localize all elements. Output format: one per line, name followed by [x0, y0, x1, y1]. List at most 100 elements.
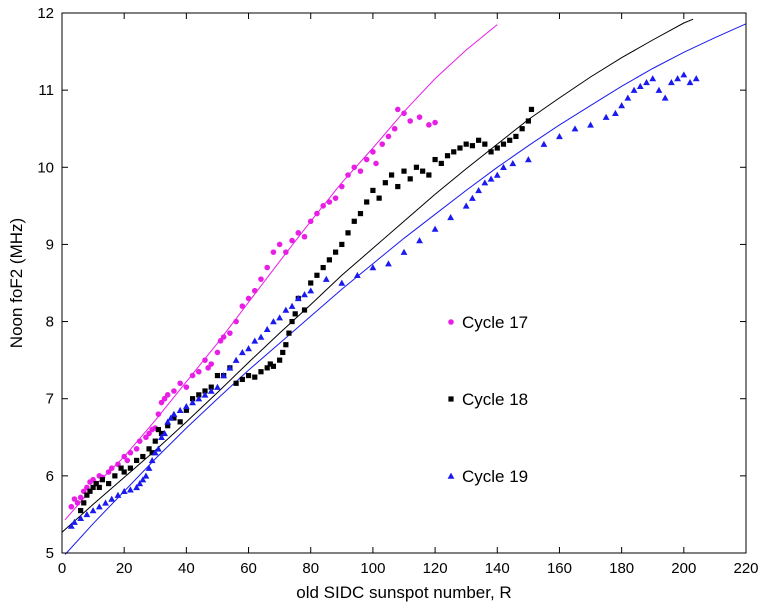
point-cycle-18 — [457, 145, 463, 151]
point-cycle-17 — [171, 388, 177, 394]
point-cycle-19 — [667, 79, 675, 86]
point-cycle-18 — [258, 369, 264, 375]
point-cycle-18 — [420, 168, 426, 174]
legend-marker-cycle-19 — [447, 472, 455, 479]
point-cycle-19 — [612, 109, 619, 117]
point-cycle-17 — [68, 503, 75, 510]
point-cycle-19 — [301, 291, 308, 298]
point-cycle-18 — [339, 241, 345, 248]
point-cycle-17 — [339, 183, 345, 190]
point-cycle-19 — [643, 79, 650, 86]
point-cycle-17 — [164, 392, 171, 398]
point-cycle-19 — [232, 356, 240, 363]
point-cycle-18 — [463, 141, 469, 147]
x-tick-label: 140 — [485, 560, 510, 577]
point-cycle-18 — [239, 376, 245, 383]
point-cycle-19 — [148, 457, 156, 464]
point-cycle-19 — [108, 495, 116, 502]
point-cycle-17 — [108, 465, 115, 471]
point-cycle-19 — [151, 449, 159, 456]
point-cycle-18 — [146, 446, 152, 452]
point-cycle-19 — [201, 391, 209, 398]
point-cycle-19 — [587, 121, 594, 128]
point-cycle-17 — [71, 496, 78, 502]
point-cycle-17 — [270, 249, 277, 255]
point-cycle-19 — [481, 179, 489, 186]
point-cycle-17 — [202, 357, 208, 363]
point-cycle-17 — [258, 276, 264, 282]
point-cycle-19 — [282, 306, 290, 313]
point-cycle-18 — [513, 133, 519, 140]
point-cycle-19 — [195, 395, 203, 402]
point-cycle-19 — [294, 295, 302, 302]
point-cycle-17 — [251, 287, 258, 294]
point-cycle-19 — [462, 202, 470, 209]
point-cycle-17 — [363, 156, 370, 163]
point-cycle-18 — [134, 457, 140, 464]
point-cycle-19 — [238, 349, 246, 356]
point-cycle-18 — [357, 210, 364, 217]
point-cycle-17 — [158, 399, 165, 406]
point-cycle-19 — [67, 522, 75, 529]
point-cycle-18 — [177, 419, 183, 425]
point-cycle-19 — [400, 248, 408, 255]
point-cycle-19 — [102, 499, 109, 506]
point-cycle-18 — [106, 480, 112, 487]
point-cycle-19 — [431, 225, 439, 232]
point-cycle-19 — [416, 237, 423, 244]
point-cycle-18 — [426, 172, 432, 178]
axis-ticks: 0 20 40 60 80 100 120 140 160 180 200 220 5 6 7 8 9 10 11 1… — [37, 5, 758, 577]
point-cycle-19 — [307, 287, 315, 294]
point-cycle-18 — [90, 484, 96, 491]
point-cycle-19 — [133, 484, 141, 491]
point-cycle-17 — [276, 241, 283, 248]
point-cycle-19 — [630, 86, 638, 93]
point-cycle-17 — [289, 237, 295, 244]
point-cycle-19 — [618, 102, 626, 109]
point-cycle-19 — [245, 345, 252, 352]
x-tick-label: 120 — [423, 560, 448, 577]
point-cycle-19 — [257, 333, 265, 340]
plot-frame — [61, 12, 747, 554]
x-tick-label: 80 — [302, 560, 319, 577]
point-cycle-19 — [602, 113, 610, 120]
point-cycle-18 — [438, 160, 444, 167]
point-cycle-19 — [338, 279, 346, 286]
point-cycle-18 — [127, 465, 133, 471]
point-cycle-18 — [84, 492, 90, 498]
point-cycle-19 — [161, 430, 168, 437]
point-cycle-17 — [379, 141, 386, 147]
point-cycle-18 — [140, 453, 146, 460]
point-cycle-18 — [494, 145, 500, 151]
point-cycle-17 — [326, 199, 333, 205]
point-cycle-18 — [277, 357, 283, 363]
y-tick-label: 5 — [46, 545, 54, 562]
point-cycle-17 — [208, 361, 215, 367]
y-tick-label: 12 — [37, 5, 54, 22]
y-tick-label: 9 — [46, 236, 54, 253]
point-cycle-18 — [87, 488, 93, 494]
point-cycle-19 — [77, 514, 85, 522]
point-cycle-19 — [71, 518, 78, 525]
point-cycle-17 — [105, 469, 112, 475]
point-cycle-19 — [114, 491, 122, 498]
point-cycle-19 — [142, 472, 150, 479]
point-cycle-19 — [680, 71, 688, 78]
point-cycle-19 — [369, 264, 377, 271]
point-cycle-17 — [426, 122, 432, 128]
point-cycle-19 — [322, 275, 330, 282]
point-cycle-17 — [136, 438, 143, 444]
x-tick-label: 220 — [733, 560, 758, 577]
point-cycle-18 — [152, 438, 158, 444]
point-cycle-19 — [139, 476, 147, 483]
point-cycle-18 — [165, 423, 171, 429]
point-cycle-18 — [233, 380, 239, 386]
point-cycle-18 — [476, 137, 482, 143]
point-cycle-18 — [345, 230, 351, 236]
point-cycle-18 — [519, 126, 525, 132]
point-cycle-19 — [475, 187, 483, 194]
point-cycle-18 — [81, 500, 87, 506]
point-cycle-17 — [183, 384, 190, 390]
point-cycle-17 — [155, 411, 162, 417]
point-cycle-18 — [525, 118, 531, 124]
